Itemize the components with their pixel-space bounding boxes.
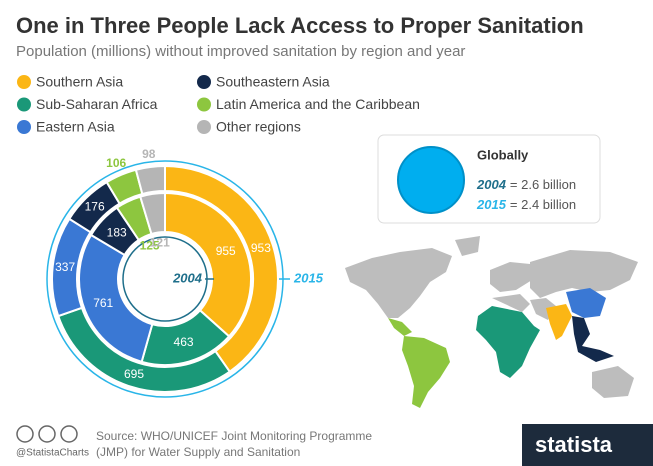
total: = 2.6 billion [510,177,576,192]
legend-label: Latin America and the Caribbean [216,96,420,112]
legend-swatch [17,75,31,89]
legend-label: Eastern Asia [36,119,115,135]
legend-swatch [17,97,31,112]
source-line: Source: WHO/UNICEF Joint Monitoring Prog… [96,429,372,443]
legend-swatch [17,120,31,134]
africa [476,306,540,378]
europe [490,262,532,292]
australia [592,366,634,398]
value-label: 183 [107,225,127,239]
eastern-asia [566,288,606,318]
north-america [345,248,452,318]
brand-box [522,424,653,466]
legend-swatch [197,120,211,134]
globe-icon [397,146,465,214]
by-icon [38,425,56,443]
source-line: (JMP) for Water Supply and Sanitation [96,445,300,459]
footer: @StatistaCharts Source: WHO/UNICEF Joint… [16,424,653,466]
value-label: 761 [93,296,113,310]
southern-asia [546,304,572,340]
box-title: Globally [477,147,529,162]
year: 2015 [476,197,507,212]
year-label: 2015 [293,270,324,285]
central-america [388,318,412,336]
legend-swatch [197,97,211,112]
legend: Southern Asia Sub-Saharan Africa Eastern A… [17,74,420,135]
donut-segment [78,233,154,364]
value-label: 695 [124,367,144,381]
south-america [402,336,450,408]
global-box: Globally 2004 = 2.6 billion 2015 = 2.4 bil… [377,134,601,224]
legend-label: Other regions [216,119,301,135]
value-label: 953 [251,241,271,255]
value-label: 121 [150,236,170,250]
legend-label: Southern Asia [36,74,123,90]
north-africa [492,294,530,312]
legend-label: Southeastern Asia [216,74,330,90]
value-label: 955 [216,244,236,258]
world-map [345,236,638,408]
cc-icon [16,425,34,443]
donut-segment [164,191,252,338]
year: 2004 [476,177,507,192]
handle: @StatistaCharts [16,448,89,459]
donut-segment [134,164,166,196]
north-asia [530,250,638,298]
chart-subtitle: Population (millions) without improved s… [16,43,465,60]
brand: statista [535,432,613,457]
box-line: 2015 = 2.4 billion [476,197,576,212]
value-label: 337 [55,260,75,274]
chart-title: One in Three People Lack Access to Prope… [16,13,584,38]
legend-swatch [197,75,211,89]
greenland [455,236,480,256]
nd-icon [60,425,78,443]
total: = 2.4 billion [510,197,576,212]
southeastern-asia [572,316,614,362]
donut-segment [139,191,166,236]
legend-label: Sub-Saharan Africa [36,96,158,112]
value-label: 106 [106,156,126,170]
value-label: 98 [142,147,156,161]
box-line: 2004 = 2.6 billion [476,177,576,192]
value-label: 125 [140,239,160,253]
value-label: 463 [174,335,194,349]
year-label: 2004 [172,270,203,285]
value-label: 176 [85,199,105,213]
